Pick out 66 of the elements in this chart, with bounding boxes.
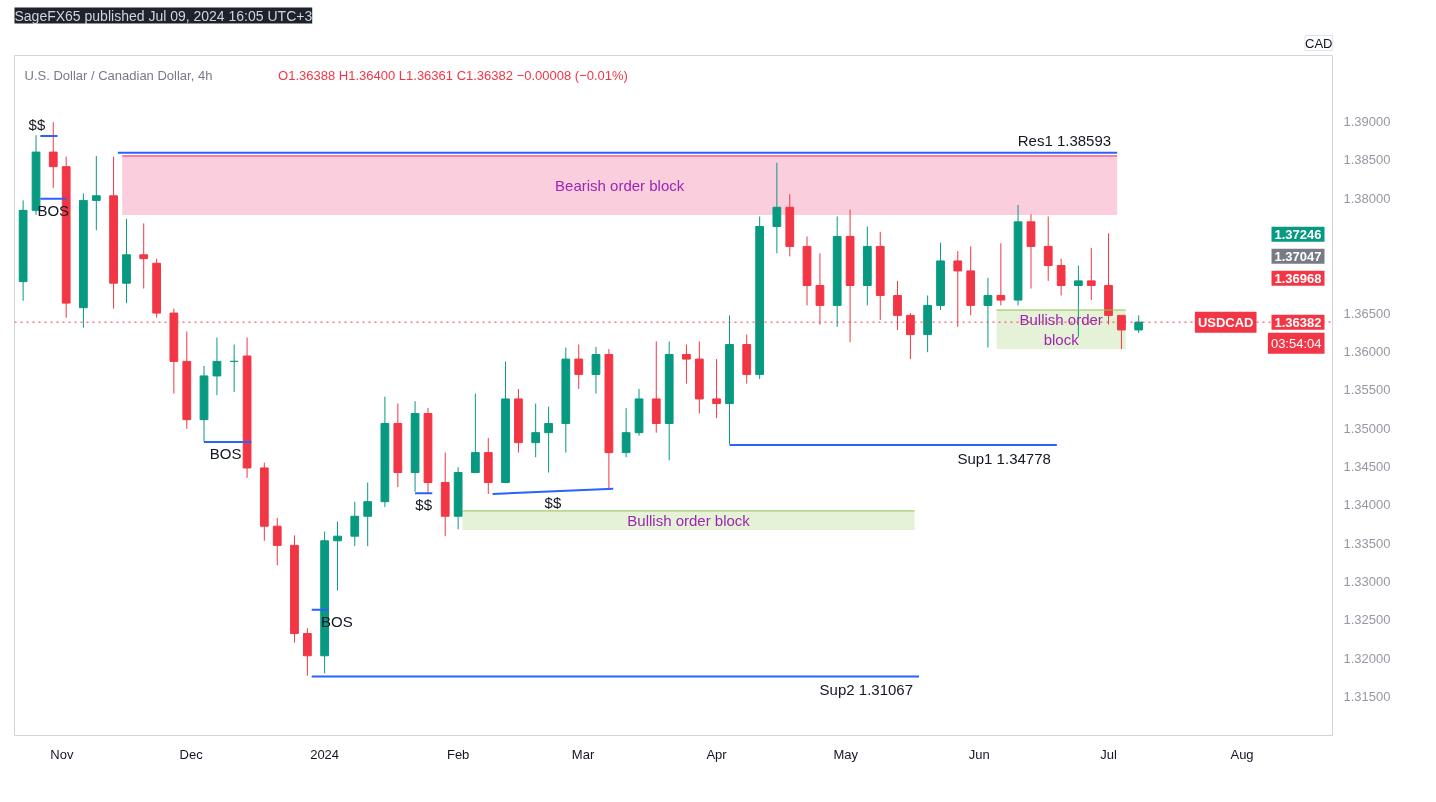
annotation: 1.37047 (1274, 248, 1322, 264)
y-tick-label: 1.31500 (1343, 688, 1391, 704)
text: U.S. Dollar / Canadian Dollar, 4h (24, 68, 213, 83)
y-tick-label: 1.38000 (1343, 190, 1391, 206)
series-label: Sup1 1.34778 (957, 450, 1051, 468)
y-tick-label: 1.34500 (1343, 458, 1391, 474)
x-tick-label: 2024 (310, 746, 340, 762)
y-tick-label: 1.35500 (1343, 382, 1391, 398)
candlestick (772, 162, 782, 254)
annotation: $$ (544, 493, 562, 511)
annotation: 1.36382 (1274, 314, 1322, 330)
candlestick (983, 277, 993, 349)
y-tick-label: 1.39000 (1343, 113, 1391, 129)
annotation: 1.37246 (1274, 226, 1322, 242)
candlestick (1056, 258, 1066, 296)
text: SageFX65 published Jul 09, 2024 16:05 UTC+3 (14, 7, 313, 24)
candlestick (712, 358, 721, 419)
y-tick-label: 1.38500 (1343, 152, 1391, 168)
annotation: $$ (415, 496, 433, 514)
series-label: Bullish order block (627, 511, 751, 529)
ref-line-label: USDCAD (1197, 314, 1254, 330)
candlestick (996, 242, 1006, 306)
candlestick (212, 337, 222, 396)
candlestick (621, 407, 631, 458)
y-tick-label: 1.32000 (1343, 650, 1391, 666)
candlestick (470, 393, 480, 474)
y-tick-label: 1.33500 (1343, 535, 1391, 551)
candlestick (139, 222, 149, 290)
y-tick-label: 1.32500 (1343, 612, 1391, 628)
x-tick-label: Apr (706, 746, 728, 762)
candlestick (574, 344, 584, 390)
candlestick (272, 517, 282, 566)
x-tick-label: Nov (50, 746, 74, 762)
x-tick-label: Dec (179, 746, 204, 762)
candlestick (591, 346, 601, 395)
annotation: 1.36968 (1274, 270, 1322, 286)
x-tick-label: Mar (571, 746, 595, 762)
series-label: Res1 1.38593 (1017, 131, 1112, 149)
x-tick-label: Jul (1100, 746, 1117, 762)
x-tick-label: Feb (446, 746, 470, 762)
y-tick-label: 1.36500 (1343, 305, 1391, 321)
text: O1.36388 H1.36400 L1.36361 C1.36382 −0.00008 (−0.01%) (278, 68, 628, 83)
annotation: 03:54:04 (1270, 335, 1322, 351)
y-tick-label: 1.36000 (1343, 343, 1391, 359)
x-tick-label: Jun (968, 746, 990, 762)
candlestick (531, 403, 541, 458)
annotation: BOS (209, 444, 242, 462)
candlestick (544, 406, 553, 474)
candlestick (303, 627, 312, 677)
candlestick (91, 155, 101, 231)
candlestick (1043, 215, 1053, 282)
x-tick-label: Aug (1230, 746, 1254, 762)
y-tick-label: 1.34000 (1343, 497, 1391, 513)
y-tick-label: 1.33000 (1343, 573, 1391, 589)
candlestick (333, 521, 342, 592)
candlestick (48, 121, 58, 189)
candlestick (1086, 247, 1096, 301)
annotation: $$ (28, 116, 46, 133)
candlestick (682, 344, 691, 385)
x-tick-label: May (833, 746, 859, 762)
candlestick (363, 482, 373, 547)
candlestick (350, 501, 360, 547)
series-label: Bearish order block (555, 176, 685, 194)
y-tick-label: 1.35000 (1343, 420, 1391, 436)
y-axis-title: CAD (1305, 35, 1333, 51)
series-label: Sup2 1.31067 (819, 681, 914, 699)
